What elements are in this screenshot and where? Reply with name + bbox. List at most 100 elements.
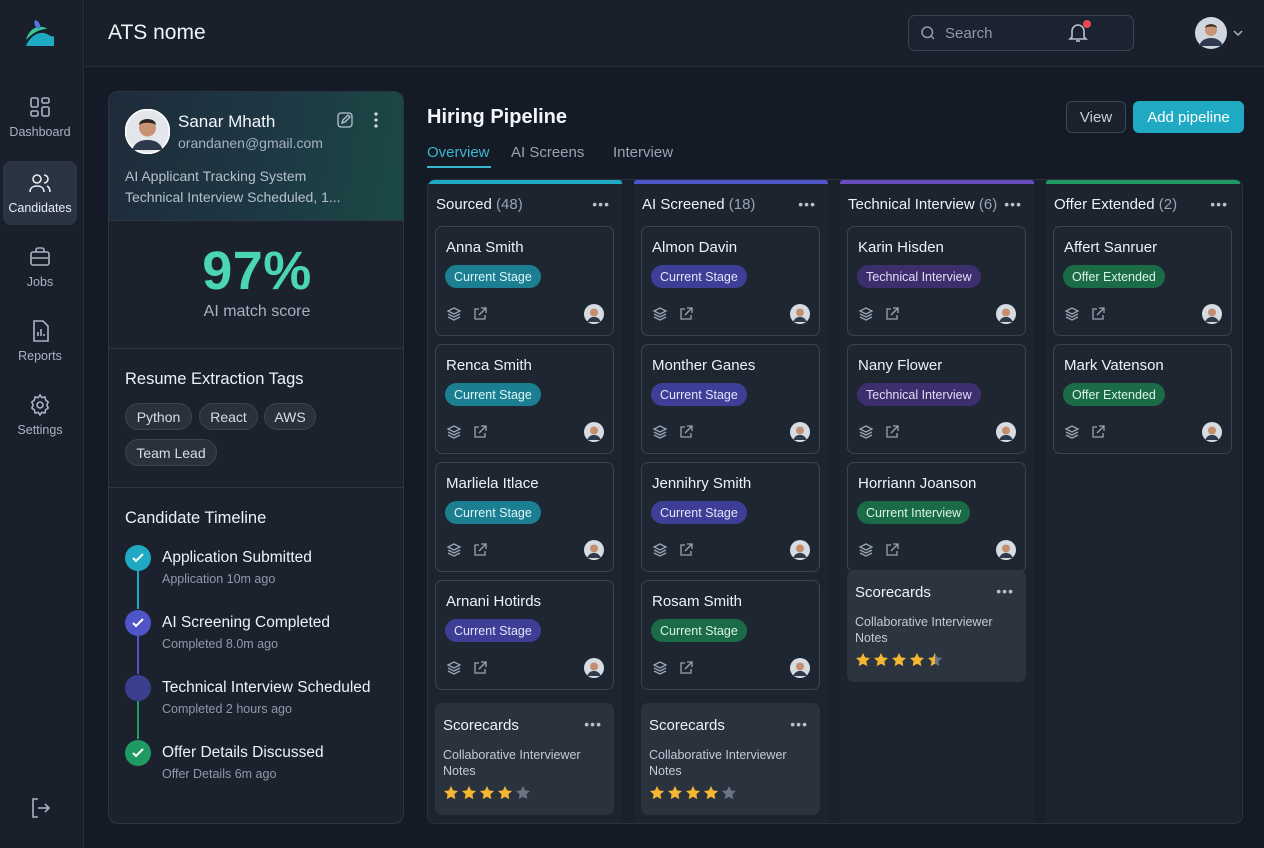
open-external-icon[interactable]	[884, 424, 900, 440]
candidate-card[interactable]: Rosam Smith Current Stage	[641, 580, 820, 690]
candidate-card[interactable]: Mark Vatenson Offer Extended	[1053, 344, 1232, 454]
tab-ai-screens[interactable]: AI Screens	[511, 144, 585, 161]
star-filled-icon[interactable]	[497, 785, 513, 801]
candidate-card[interactable]: Jennihry Smith Current Stage	[641, 462, 820, 572]
add-pipeline-button[interactable]: Add pipeline	[1133, 101, 1244, 133]
open-external-icon[interactable]	[678, 542, 694, 558]
candidate-card[interactable]: Arnani Hotirds Current Stage	[435, 580, 614, 690]
nav-candidates[interactable]: Candidates	[3, 161, 77, 225]
view-button[interactable]: View	[1066, 101, 1126, 133]
candidate-card[interactable]: Nany Flower Technical Interview	[847, 344, 1026, 454]
open-external-icon[interactable]	[678, 660, 694, 676]
nav-dashboard[interactable]: Dashboard	[3, 85, 77, 149]
layers-icon[interactable]	[446, 542, 462, 558]
layers-icon[interactable]	[446, 424, 462, 440]
chevron-down-icon[interactable]	[1232, 27, 1244, 39]
sidebar: Dashboard Candidates Jobs Reports Settin…	[0, 0, 84, 848]
star-empty-icon[interactable]	[515, 785, 531, 801]
column-title: AI Screened (18)	[642, 196, 756, 213]
bell-icon[interactable]	[1066, 20, 1090, 44]
open-external-icon[interactable]	[472, 424, 488, 440]
layers-icon[interactable]	[858, 424, 874, 440]
layers-icon[interactable]	[858, 542, 874, 558]
candidate-card[interactable]: Affert Sanruer Offer Extended	[1053, 226, 1232, 336]
tab-overview[interactable]: Overview	[427, 144, 490, 161]
star-filled-icon[interactable]	[703, 785, 719, 801]
app-logo[interactable]	[22, 16, 58, 52]
more-horizontal-icon[interactable]: •••	[798, 196, 816, 212]
column-title: Sourced (48)	[436, 196, 523, 213]
app-title: ATS nome	[108, 21, 206, 44]
nav-label: Settings	[17, 423, 63, 437]
profile-header: Sanar Mhath orandanen@gmail.com AI Appli…	[109, 92, 403, 221]
more-horizontal-icon[interactable]: •••	[790, 716, 808, 732]
timeline-connector	[137, 636, 139, 674]
layers-icon[interactable]	[1064, 424, 1080, 440]
logout-icon[interactable]	[28, 796, 52, 820]
card-name: Nany Flower	[858, 357, 943, 374]
more-vertical-icon[interactable]	[369, 111, 383, 129]
open-external-icon[interactable]	[472, 660, 488, 676]
open-external-icon[interactable]	[884, 306, 900, 322]
nav-settings[interactable]: Settings	[3, 383, 77, 447]
open-external-icon[interactable]	[678, 424, 694, 440]
layers-icon[interactable]	[858, 306, 874, 322]
tag-chip[interactable]: AWS	[264, 403, 316, 430]
star-rating[interactable]	[649, 785, 737, 801]
more-horizontal-icon[interactable]: •••	[996, 583, 1014, 599]
layers-icon[interactable]	[652, 306, 668, 322]
layers-icon[interactable]	[652, 424, 668, 440]
star-filled-icon[interactable]	[461, 785, 477, 801]
star-rating[interactable]	[855, 652, 943, 668]
star-filled-icon[interactable]	[873, 652, 889, 668]
star-filled-icon[interactable]	[479, 785, 495, 801]
scorecard-title: Scorecards	[443, 717, 519, 734]
nav-reports[interactable]: Reports	[3, 309, 77, 373]
more-horizontal-icon[interactable]: •••	[584, 716, 602, 732]
open-external-icon[interactable]	[1090, 306, 1106, 322]
column-ai-screened: AI Screened (18) ••• Almon Davin Current…	[634, 180, 828, 823]
open-external-icon[interactable]	[472, 306, 488, 322]
candidate-card[interactable]: Renca Smith Current Stage	[435, 344, 614, 454]
star-filled-icon[interactable]	[443, 785, 459, 801]
candidate-card[interactable]: Marliela Itlace Current Stage	[435, 462, 614, 572]
timeline-title: Candidate Timeline	[125, 509, 267, 527]
scorecard[interactable]: Scorecards ••• Collaborative Interviewer…	[641, 703, 820, 815]
layers-icon[interactable]	[652, 542, 668, 558]
candidate-card[interactable]: Monther Ganes Current Stage	[641, 344, 820, 454]
star-half-icon[interactable]	[927, 652, 943, 668]
star-filled-icon[interactable]	[855, 652, 871, 668]
star-filled-icon[interactable]	[649, 785, 665, 801]
star-rating[interactable]	[443, 785, 531, 801]
tab-interview[interactable]: Interview	[613, 144, 674, 161]
star-filled-icon[interactable]	[891, 652, 907, 668]
more-horizontal-icon[interactable]: •••	[1004, 196, 1022, 212]
star-filled-icon[interactable]	[667, 785, 683, 801]
star-empty-icon[interactable]	[721, 785, 737, 801]
candidate-card[interactable]: Almon Davin Current Stage	[641, 226, 820, 336]
more-horizontal-icon[interactable]: •••	[592, 196, 610, 212]
star-filled-icon[interactable]	[685, 785, 701, 801]
nav-jobs[interactable]: Jobs	[3, 235, 77, 299]
tag-chip[interactable]: Team Lead	[125, 439, 217, 466]
candidate-card[interactable]: Horriann Joanson Current Interview	[847, 462, 1026, 572]
candidate-card[interactable]: Karin Hisden Technical Interview	[847, 226, 1026, 336]
scorecard[interactable]: Scorecards ••• Collaborative Interviewer…	[847, 570, 1026, 682]
open-external-icon[interactable]	[884, 542, 900, 558]
star-filled-icon[interactable]	[909, 652, 925, 668]
edit-icon[interactable]	[336, 111, 354, 129]
layers-icon[interactable]	[446, 660, 462, 676]
user-avatar[interactable]	[1195, 17, 1227, 49]
open-external-icon[interactable]	[1090, 424, 1106, 440]
scorecard[interactable]: Scorecards ••• Collaborative Interviewer…	[435, 703, 614, 815]
layers-icon[interactable]	[652, 660, 668, 676]
layers-icon[interactable]	[1064, 306, 1080, 322]
open-external-icon[interactable]	[678, 306, 694, 322]
tag-chip[interactable]: React	[199, 403, 258, 430]
more-horizontal-icon[interactable]: •••	[1210, 196, 1228, 212]
open-external-icon[interactable]	[472, 542, 488, 558]
candidate-card[interactable]: Anna Smith Current Stage	[435, 226, 614, 336]
tag-chip[interactable]: Python	[125, 403, 192, 430]
search-box[interactable]	[908, 15, 1134, 51]
layers-icon[interactable]	[446, 306, 462, 322]
